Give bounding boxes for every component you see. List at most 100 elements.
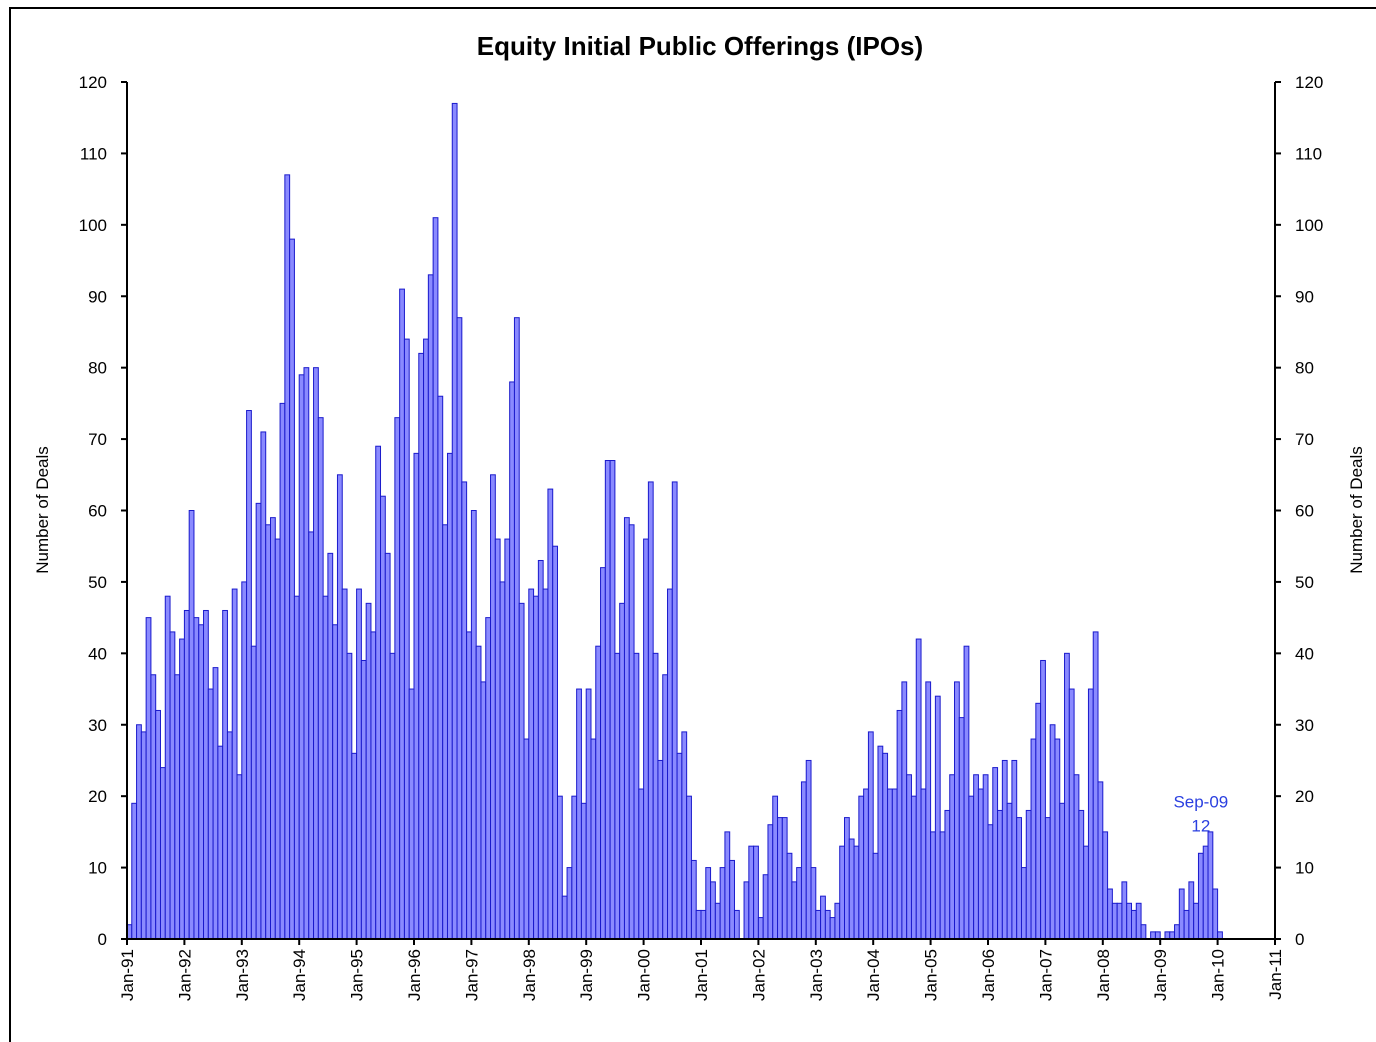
bar: [815, 909, 822, 940]
bar: [566, 867, 573, 940]
bar: [279, 402, 286, 940]
bar: [987, 824, 994, 940]
bar: [1102, 831, 1109, 940]
bar: [1150, 931, 1156, 940]
bar: [303, 367, 310, 940]
bar: [1016, 817, 1022, 940]
bar: [944, 809, 951, 940]
bar: [451, 102, 458, 940]
bar: [442, 524, 448, 940]
bar: [863, 788, 869, 940]
bar: [1212, 888, 1219, 940]
bar: [1006, 802, 1013, 940]
bar: [844, 817, 850, 940]
bar: [882, 752, 889, 940]
bar: [1054, 738, 1061, 940]
bar: [1116, 902, 1123, 940]
x-tick-label: Jan-06: [979, 949, 998, 1001]
y2-tick-label: 100: [1295, 216, 1323, 235]
bar: [198, 624, 205, 940]
bar: [236, 774, 243, 940]
y-tick-label: 20: [88, 787, 107, 806]
bar: [609, 460, 616, 940]
bar: [212, 667, 219, 940]
bar: [164, 595, 171, 940]
bar: [518, 602, 525, 940]
bar: [375, 445, 382, 940]
bar: [1083, 845, 1089, 940]
bar: [394, 417, 401, 940]
bar: [910, 795, 917, 940]
bar: [159, 767, 166, 940]
y2-tick-label: 120: [1295, 73, 1323, 92]
bar: [509, 381, 515, 940]
bar: [810, 867, 817, 940]
bar: [1169, 931, 1176, 940]
bar: [485, 617, 492, 940]
bar: [403, 338, 410, 940]
bar: [585, 688, 592, 940]
bar: [1202, 845, 1209, 940]
bar: [408, 688, 415, 940]
bar: [824, 909, 831, 940]
bar: [1087, 688, 1094, 940]
bar: [877, 745, 884, 940]
x-tick-label: Jan-91: [118, 949, 137, 1001]
bar: [662, 674, 669, 940]
bar: [628, 524, 635, 940]
bar: [1154, 931, 1161, 940]
bar: [274, 538, 281, 940]
bar: [1207, 831, 1214, 940]
annotation-label: Sep-09: [1173, 792, 1228, 811]
y2-axis-label: Number of Deals: [1347, 446, 1366, 574]
bar: [1020, 867, 1027, 940]
bar: [561, 895, 568, 940]
bar: [346, 652, 353, 940]
bar: [954, 681, 960, 940]
bar: [1126, 902, 1133, 940]
bar: [332, 624, 338, 940]
bar: [356, 588, 362, 940]
bar: [686, 795, 692, 940]
bar: [1135, 902, 1142, 940]
bar: [174, 674, 181, 940]
bar: [1059, 802, 1066, 940]
bar: [380, 495, 386, 940]
bar: [241, 581, 248, 940]
bar: [939, 831, 946, 940]
x-tick-label: Jan-97: [462, 949, 481, 1001]
x-tick-label: Jan-11: [1266, 949, 1285, 1000]
bar: [504, 538, 511, 940]
bar: [1011, 759, 1018, 940]
bar: [432, 217, 439, 940]
bar: [676, 752, 683, 940]
bar: [733, 909, 740, 940]
x-tick-label: Jan-09: [1151, 949, 1170, 1001]
bar: [327, 552, 334, 940]
bar: [757, 917, 764, 940]
bar: [681, 731, 688, 940]
y2-tick-label: 0: [1295, 930, 1304, 949]
bar: [308, 531, 315, 940]
bar: [657, 759, 664, 940]
bar: [222, 609, 228, 940]
bar: [360, 659, 367, 940]
y2-tick-label: 10: [1295, 859, 1314, 878]
bar: [925, 681, 932, 940]
bar: [1097, 781, 1104, 940]
y-tick-label: 110: [80, 144, 107, 163]
bar: [958, 717, 965, 940]
bar: [284, 174, 291, 940]
y-tick-label: 0: [98, 930, 107, 949]
bar: [968, 795, 975, 940]
x-tick-label: Jan-04: [864, 949, 883, 1001]
bar: [499, 581, 506, 940]
bar: [934, 695, 941, 940]
bar: [997, 809, 1003, 940]
bar: [906, 774, 912, 940]
bar: [1131, 909, 1137, 940]
bar: [389, 652, 396, 940]
bar: [643, 538, 649, 940]
bar: [710, 881, 716, 940]
bar: [207, 688, 214, 940]
